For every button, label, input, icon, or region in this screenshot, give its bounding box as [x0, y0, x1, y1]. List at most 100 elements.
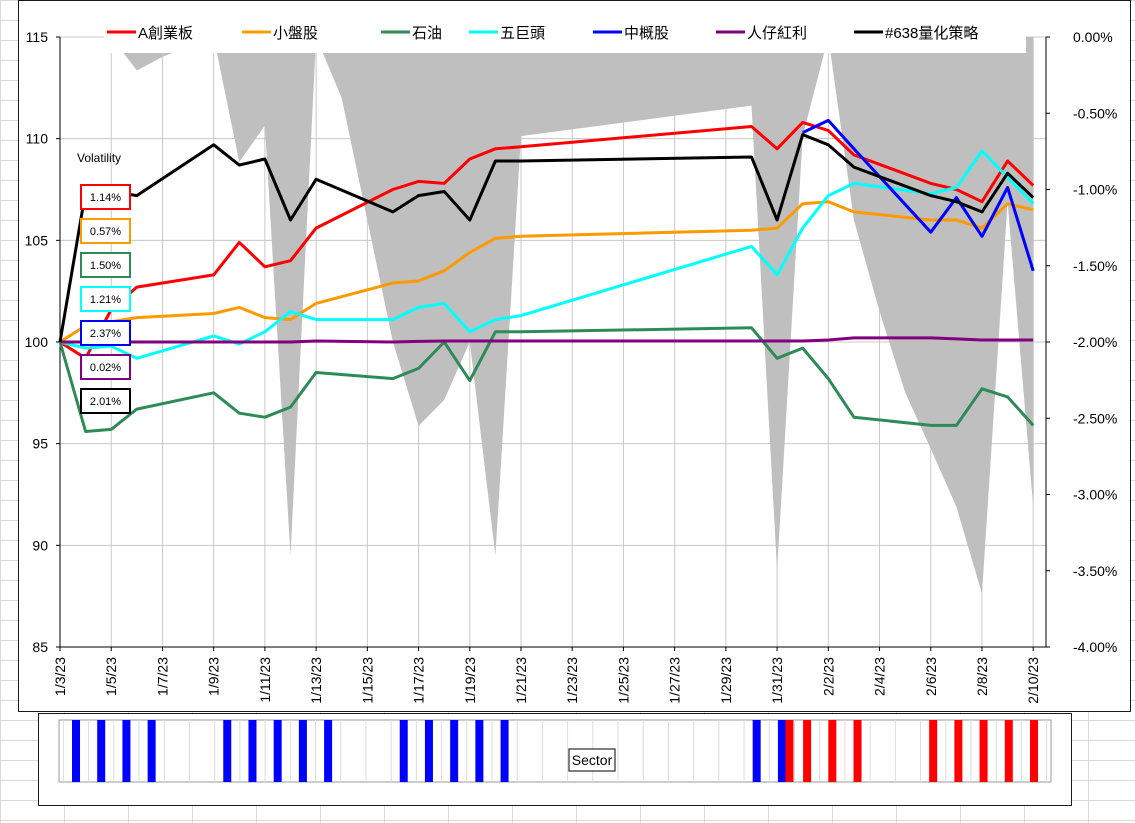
x-tick-label: 1/5/23 [103, 657, 119, 696]
y2-tick-label: -4.00% [1073, 639, 1117, 655]
sector-bar [954, 720, 963, 782]
y-tick-label: 85 [32, 639, 48, 655]
legend-label: A創業板 [138, 24, 193, 42]
sector-panel: Sector [38, 713, 1072, 806]
y2-tick-label: -3.50% [1073, 563, 1117, 579]
y2-tick-label: -1.00% [1073, 182, 1117, 198]
sector-bar [273, 720, 282, 782]
y-tick-label: 100 [25, 334, 49, 350]
sector-bar [1004, 720, 1013, 782]
sector-bar [803, 720, 812, 782]
volatility-value: 1.14% [90, 192, 121, 204]
y2-tick-label: 0.00% [1073, 29, 1113, 45]
sector-bar [324, 720, 333, 782]
sector-bar [399, 720, 408, 782]
volatility-value: 1.50% [90, 260, 121, 272]
volatility-box [80, 286, 131, 312]
legend-item: 中概股 [593, 25, 669, 42]
x-tick-label: 1/15/23 [359, 657, 375, 704]
legend-label: 石油 [412, 25, 442, 42]
legend-label: 中概股 [624, 25, 669, 42]
x-tick-label: 2/2/23 [820, 657, 836, 696]
sector-bar [828, 720, 837, 782]
legend-item: 石油 [381, 25, 442, 42]
legend-item: 五巨頭 [469, 25, 545, 42]
series-line [58, 326, 1035, 433]
series-line [60, 336, 1034, 344]
legend-item: 人仔紅利 [716, 25, 807, 42]
sector-bar [248, 720, 257, 782]
y2-tick-label: -2.50% [1073, 410, 1117, 426]
series-line [802, 118, 1035, 272]
sector-bar [500, 720, 509, 782]
volatility-box [80, 218, 131, 244]
y-tick-label: 110 [26, 131, 49, 147]
x-tick-label: 1/25/23 [615, 657, 631, 704]
legend-item: 小盤股 [242, 25, 318, 42]
x-tick-label: 1/27/23 [667, 657, 683, 704]
x-tick-label: 1/31/23 [769, 657, 785, 704]
main-chart: 85 90 95 100 105 110 115 0.00% -0.50% -1.00% -1.50… [18, 0, 1131, 712]
x-tick-label: 1/3/23 [52, 657, 68, 696]
y-tick-label: 105 [25, 232, 49, 248]
x-tick-label: 2/10/23 [1025, 657, 1041, 704]
sector-bar [777, 720, 786, 782]
sector-bar [450, 720, 459, 782]
legend-box [104, 15, 1026, 53]
x-tick-label: 1/23/23 [564, 657, 580, 704]
sector-bar [97, 720, 106, 782]
x-tick-label: 2/6/23 [923, 657, 939, 696]
x-tick-label: 1/9/23 [206, 657, 222, 696]
y2-tick-label: -1.50% [1073, 258, 1117, 274]
y2-tick-label: -0.50% [1073, 105, 1117, 121]
sector-bar [785, 720, 794, 782]
volatility-value: 0.02% [90, 362, 121, 374]
x-tick-label: 1/17/23 [411, 657, 427, 704]
volatility-box [80, 354, 131, 380]
x-tick-label: 2/4/23 [872, 657, 888, 696]
legend-label: 五巨頭 [500, 25, 545, 42]
volatility-box [80, 388, 131, 414]
x-tick-label: 1/29/23 [718, 657, 734, 704]
y-tick-label: 90 [32, 537, 48, 553]
chart-svg: 85 90 95 100 105 110 115 0.00% -0.50% -1.00% -1.50… [25, 15, 1117, 704]
x-tick-label: 1/21/23 [513, 657, 529, 704]
volatility-label: Volatility [77, 151, 121, 165]
sector-bar [475, 720, 484, 782]
sector-label-box [568, 748, 616, 772]
volatility-box [80, 320, 131, 346]
y-tick-label: 95 [32, 436, 48, 452]
sector-bar [979, 720, 988, 782]
sector-label: Sector [572, 752, 613, 768]
sector-bar [122, 720, 131, 782]
series-line [59, 149, 1035, 360]
x-tick-label: 2/8/23 [974, 657, 990, 696]
sector-bar [298, 720, 307, 782]
x-tick-label: 1/11/23 [257, 657, 273, 703]
series-line [59, 200, 1034, 344]
sector-bar [72, 720, 80, 782]
y-tick-label: 115 [26, 29, 49, 45]
y2-tick-label: -2.00% [1073, 334, 1117, 350]
legend-item: #638量化策略 [854, 25, 978, 42]
sector-bar [424, 720, 433, 782]
sector-plot-area [58, 719, 1052, 783]
volatility-box [80, 184, 131, 210]
sector-bar [223, 720, 232, 782]
legend-label: #638量化策略 [885, 25, 978, 42]
sector-bar [929, 720, 938, 782]
y2-tick-label: -3.00% [1073, 487, 1117, 503]
volatility-box [80, 252, 131, 278]
legend-label: 人仔紅利 [747, 25, 807, 42]
volatility-value: 0.57% [90, 226, 121, 238]
volatility-value: 2.37% [90, 328, 121, 340]
sector-bar [752, 720, 761, 782]
legend-item: A創業板 [107, 24, 193, 42]
legend-label: 小盤股 [273, 25, 318, 42]
sector-bar [1030, 720, 1038, 782]
volatility-value: 2.01% [90, 396, 121, 408]
series-line [58, 133, 1035, 343]
x-tick-label: 1/7/23 [154, 657, 170, 696]
series-line [59, 120, 1035, 360]
x-tick-label: 1/13/23 [308, 657, 324, 704]
